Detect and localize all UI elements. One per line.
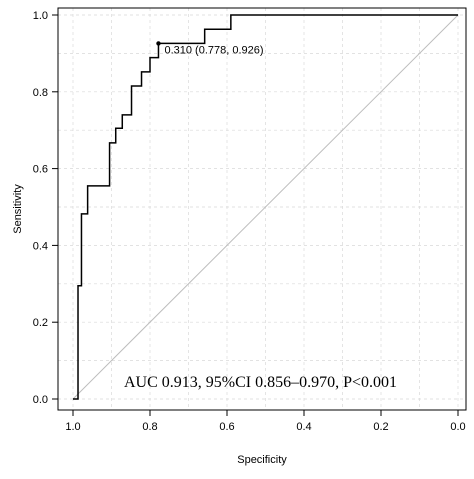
x-tick-label: 1.0	[65, 421, 80, 433]
auc-annotation: AUC 0.913, 95%CI 0.856–0.970, P<0.001	[124, 374, 397, 391]
plot-area-frame	[57, 7, 467, 411]
y-axis-label: Sensitivity	[12, 184, 24, 234]
y-tick-label: 0.8	[33, 87, 48, 99]
y-tick-label: 1.0	[33, 10, 48, 22]
x-tick-label: 0.0	[450, 421, 465, 433]
roc-curve-line	[73, 14, 458, 400]
grid-lines	[58, 8, 466, 410]
y-tick-label: 0.6	[33, 164, 48, 176]
threshold-point-label: 0.310 (0.778, 0.926)	[164, 44, 263, 56]
x-tick-label: 0.4	[296, 421, 311, 433]
threshold-point-marker	[156, 41, 161, 46]
x-tick-label: 0.6	[219, 421, 234, 433]
y-tick-label: 0.0	[33, 394, 48, 406]
y-tick-label: 0.2	[33, 317, 48, 329]
x-tick-label: 0.2	[373, 421, 388, 433]
y-axis-ticks: 0.0 0.2 0.4 0.6 0.8 1.0	[33, 10, 58, 406]
reference-diagonal-line	[72, 14, 459, 400]
x-tick-label: 0.8	[142, 421, 157, 433]
x-axis-label: Specificity	[237, 454, 287, 466]
x-axis-ticks: 1.0 0.8 0.6 0.4 0.2 0.0	[65, 410, 466, 433]
y-tick-label: 0.4	[33, 240, 48, 252]
